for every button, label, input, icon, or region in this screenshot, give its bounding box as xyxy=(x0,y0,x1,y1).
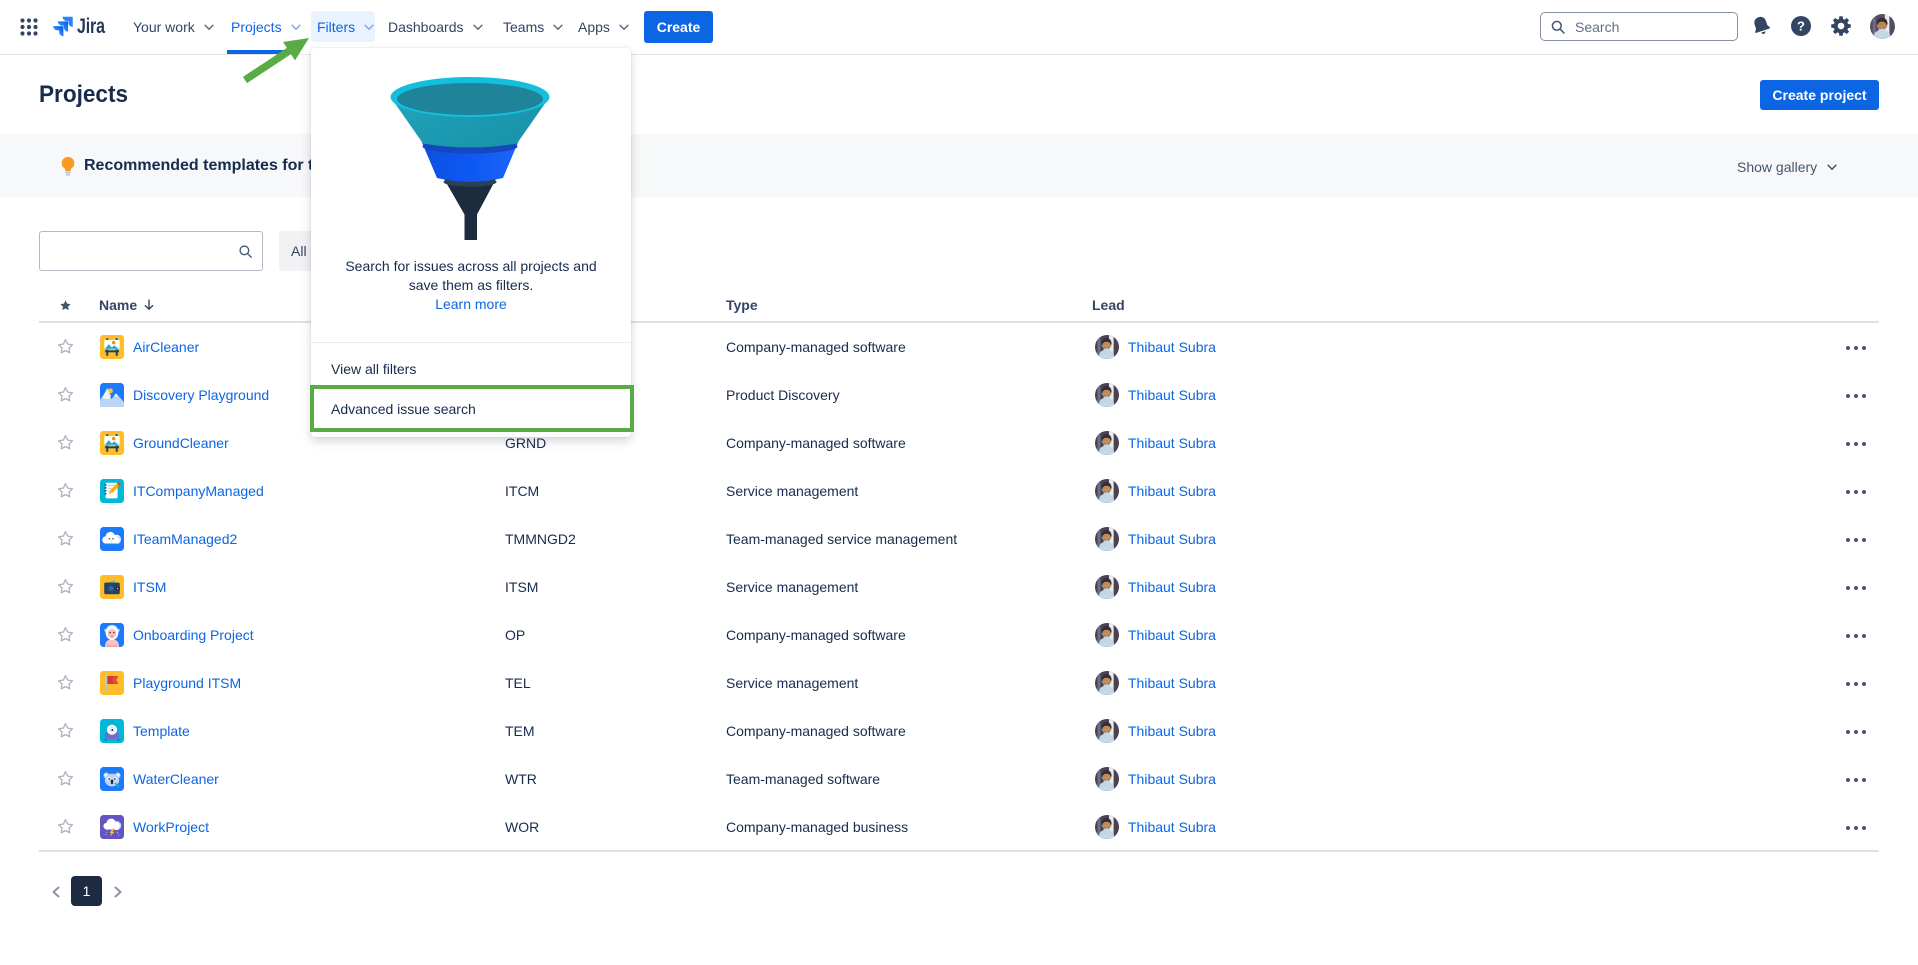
svg-text:?: ? xyxy=(1797,19,1805,34)
